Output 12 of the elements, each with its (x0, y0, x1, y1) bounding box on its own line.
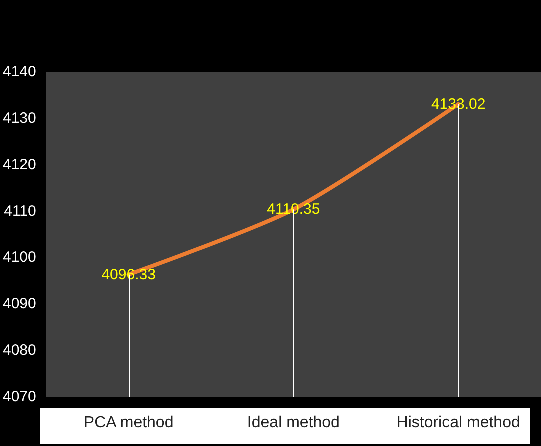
y-tick-label: 4140 (2, 64, 36, 80)
y-tick-label: 4090 (2, 296, 36, 313)
x-tick-label: Ideal method (247, 414, 340, 432)
data-label: 4133.02 (431, 96, 486, 113)
y-tick-label: 4070 (2, 388, 36, 406)
y-tick-label: 4100 (2, 249, 36, 266)
y-tick-label: 4130 (2, 110, 36, 127)
y-tick-label: 4120 (2, 156, 36, 174)
x-tick-label: Historical method (396, 414, 520, 432)
x-tick-label: PCA method (84, 414, 174, 432)
y-tick-label: 4080 (2, 342, 36, 360)
y-tick-label: 4110 (4, 202, 36, 220)
